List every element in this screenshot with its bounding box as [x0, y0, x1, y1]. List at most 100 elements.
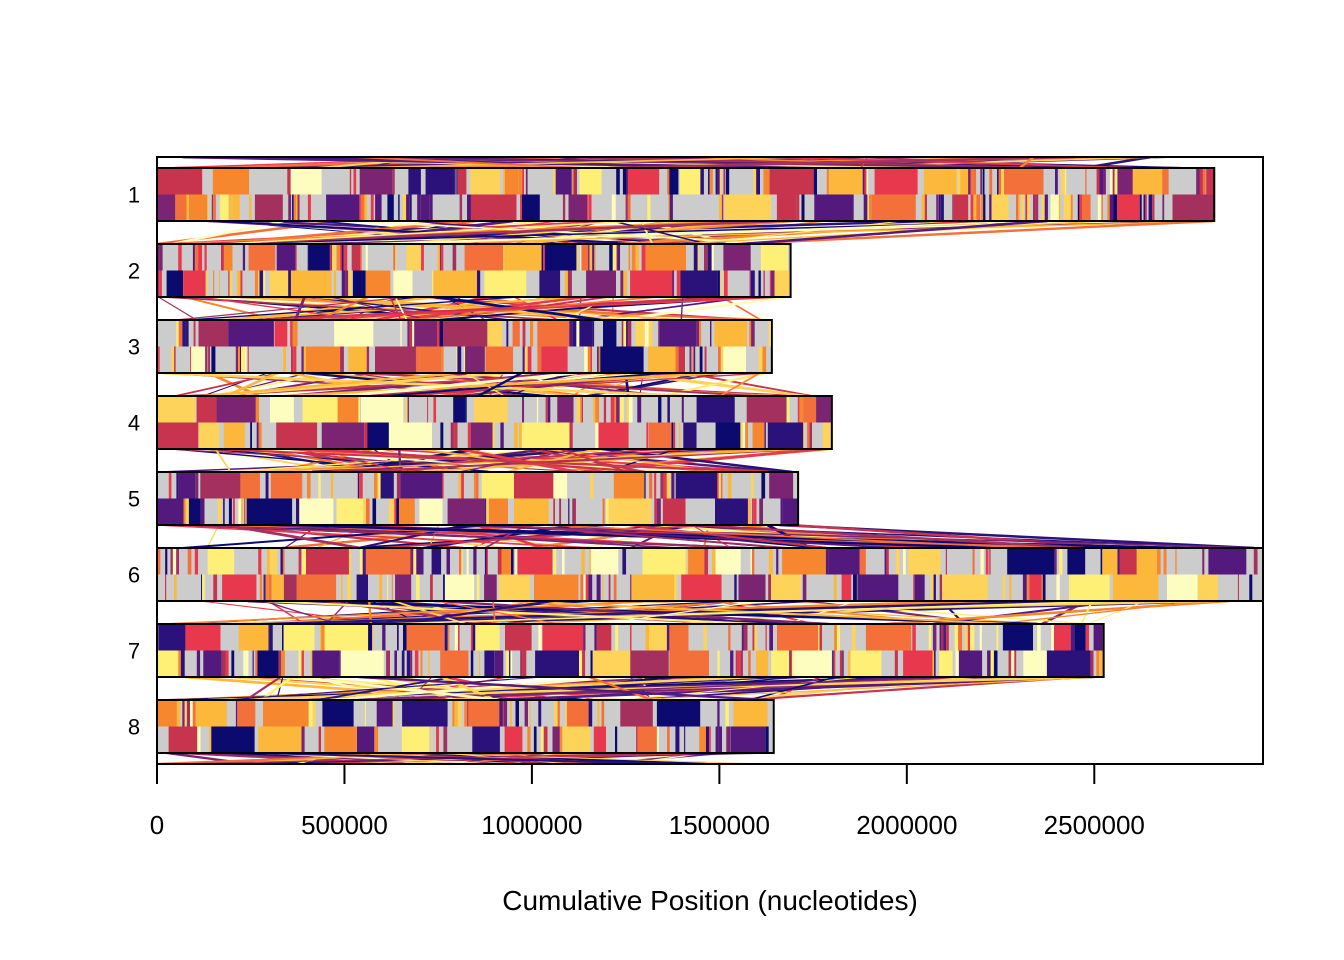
track-segment	[583, 396, 594, 423]
track-segment	[945, 548, 947, 575]
track-segment	[165, 548, 168, 575]
chromosome-label-6: 6	[128, 563, 140, 588]
track-segment	[699, 726, 703, 753]
track-segment	[458, 726, 469, 753]
track-segment	[1096, 168, 1100, 195]
track-segment	[282, 548, 285, 575]
track-segment	[1060, 194, 1065, 221]
track-segment	[818, 624, 820, 651]
track-segment	[1082, 194, 1091, 221]
track-segment	[597, 472, 601, 499]
track-segment	[594, 244, 596, 271]
track-segment	[464, 244, 504, 271]
track-segment	[239, 194, 250, 221]
track-segment	[524, 396, 533, 423]
track-segment	[240, 346, 242, 373]
track-segment	[714, 320, 717, 347]
track-segment	[213, 270, 215, 297]
track-segment	[247, 346, 249, 373]
track-segment	[287, 168, 290, 195]
track-segment	[366, 346, 370, 373]
track-segment	[406, 244, 422, 271]
track-segment	[774, 270, 791, 297]
track-segment	[377, 624, 383, 651]
synteny-link	[222, 220, 638, 245]
track-segment	[562, 726, 591, 753]
track-segment	[647, 194, 651, 221]
track-segment	[1093, 624, 1103, 651]
track-segment	[660, 726, 667, 753]
track-segment	[448, 472, 453, 499]
track-segment	[489, 498, 508, 525]
track-segment	[417, 194, 421, 221]
track-segment	[667, 396, 670, 423]
track-segment	[315, 700, 323, 727]
track-segment	[593, 472, 598, 499]
track-segment	[656, 498, 661, 525]
track-segment	[669, 624, 689, 651]
track-segment	[970, 168, 973, 195]
track-segment	[561, 498, 564, 525]
track-segment	[1202, 548, 1205, 575]
track-segment	[503, 422, 515, 449]
track-segment	[738, 270, 750, 297]
track-segment	[723, 346, 747, 373]
track-segment	[283, 624, 315, 651]
track-segment	[456, 244, 465, 271]
track-segment	[1002, 574, 1006, 601]
track-segment	[524, 700, 528, 727]
track-segment	[769, 472, 794, 499]
chromosome-labels: 1 2 3 4 5 6 7 8	[128, 183, 140, 740]
track-segment	[1037, 624, 1041, 651]
track-segment	[361, 396, 404, 423]
track-segment	[817, 168, 823, 195]
track-segment	[454, 168, 456, 195]
track-segment	[768, 726, 774, 753]
track-segment	[616, 168, 620, 195]
track-segment	[615, 726, 618, 753]
synteny-link	[265, 524, 678, 549]
track-segment	[833, 650, 836, 677]
track-segment	[318, 726, 321, 753]
track-segment	[588, 574, 593, 601]
track-segment	[635, 194, 648, 221]
track-segment	[356, 574, 368, 601]
track-segment	[340, 650, 384, 677]
track-segment	[492, 422, 495, 449]
track-segment	[320, 624, 322, 651]
track-segment	[258, 270, 260, 297]
synteny-links	[157, 157, 1260, 764]
track-segment	[385, 624, 397, 651]
track-segment	[376, 498, 383, 525]
chromosome-outline	[157, 547, 1263, 602]
track-segment	[613, 574, 617, 601]
track-segment	[719, 194, 722, 221]
track-segment	[499, 624, 505, 651]
track-segment	[322, 700, 354, 727]
track-segment	[1035, 194, 1039, 221]
track-segment	[630, 624, 632, 651]
track-segment	[366, 700, 377, 727]
synteny-link	[441, 675, 496, 702]
track-segment	[391, 574, 393, 601]
track-segment	[295, 244, 297, 271]
track-segment	[332, 244, 336, 271]
track-segment	[740, 650, 743, 677]
track-segment	[409, 194, 412, 221]
track-segment	[608, 574, 611, 601]
track-segment	[769, 270, 771, 297]
synteny-link	[214, 448, 232, 473]
track-segment	[730, 726, 766, 753]
track-segment	[507, 396, 519, 423]
track-segment	[359, 548, 363, 575]
track-segment	[1054, 624, 1071, 651]
track-segment	[359, 194, 361, 221]
track-segment	[993, 650, 998, 677]
track-segment	[981, 194, 984, 221]
track-segment	[590, 346, 592, 373]
track-segment	[839, 650, 843, 677]
track-segment	[432, 194, 444, 221]
track-segment	[530, 726, 534, 753]
track-segment	[983, 194, 986, 221]
track-segment	[307, 194, 311, 221]
